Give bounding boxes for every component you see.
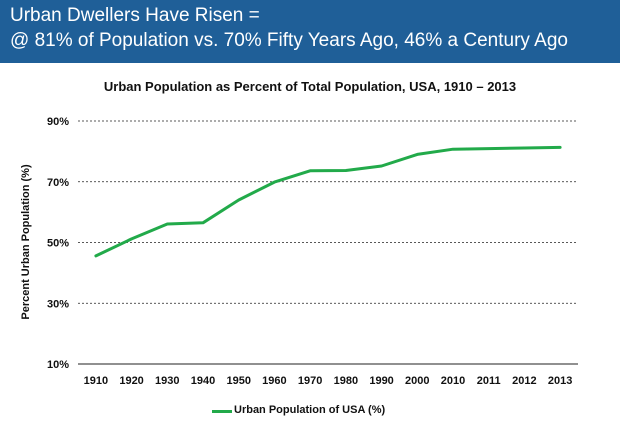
x-tick-label: 1990 bbox=[369, 375, 393, 387]
x-tick-label: 2013 bbox=[548, 375, 572, 387]
series-line-urban-population bbox=[94, 145, 562, 258]
header-title-line2: @ 81% of Population vs. 70% Fifty Years … bbox=[10, 30, 568, 51]
legend-swatch bbox=[212, 410, 232, 413]
x-tick-label: 1940 bbox=[191, 375, 215, 387]
y-tick-label: 90% bbox=[47, 116, 69, 128]
x-tick-label: 1960 bbox=[262, 375, 286, 387]
y-axis-label: Percent Urban Population (%) bbox=[20, 164, 32, 320]
x-tick-label: 2010 bbox=[441, 375, 465, 387]
legend-label: Urban Population of USA (%) bbox=[234, 404, 386, 416]
x-tick-label: 1970 bbox=[298, 375, 322, 387]
chart-title: Urban Population as Percent of Total Pop… bbox=[103, 79, 517, 94]
x-tick-label: 1930 bbox=[155, 375, 179, 387]
header-band bbox=[0, 0, 620, 63]
x-tick-label: 1950 bbox=[226, 375, 250, 387]
y-tick-label: 50% bbox=[47, 238, 69, 250]
y-tick-label: 10% bbox=[47, 359, 69, 371]
y-tick-label: 30% bbox=[47, 298, 69, 310]
x-tick-label: 2011 bbox=[477, 375, 501, 387]
y-tick-label: 70% bbox=[47, 177, 69, 189]
x-tick-label: 1910 bbox=[84, 375, 108, 387]
header-title-line1: Urban Dwellers Have Risen = bbox=[10, 5, 260, 26]
x-tick-label: 2000 bbox=[405, 375, 429, 387]
x-tick-label: 2012 bbox=[512, 375, 536, 387]
x-tick-label: 1920 bbox=[119, 375, 143, 387]
x-tick-label: 1980 bbox=[334, 375, 358, 387]
